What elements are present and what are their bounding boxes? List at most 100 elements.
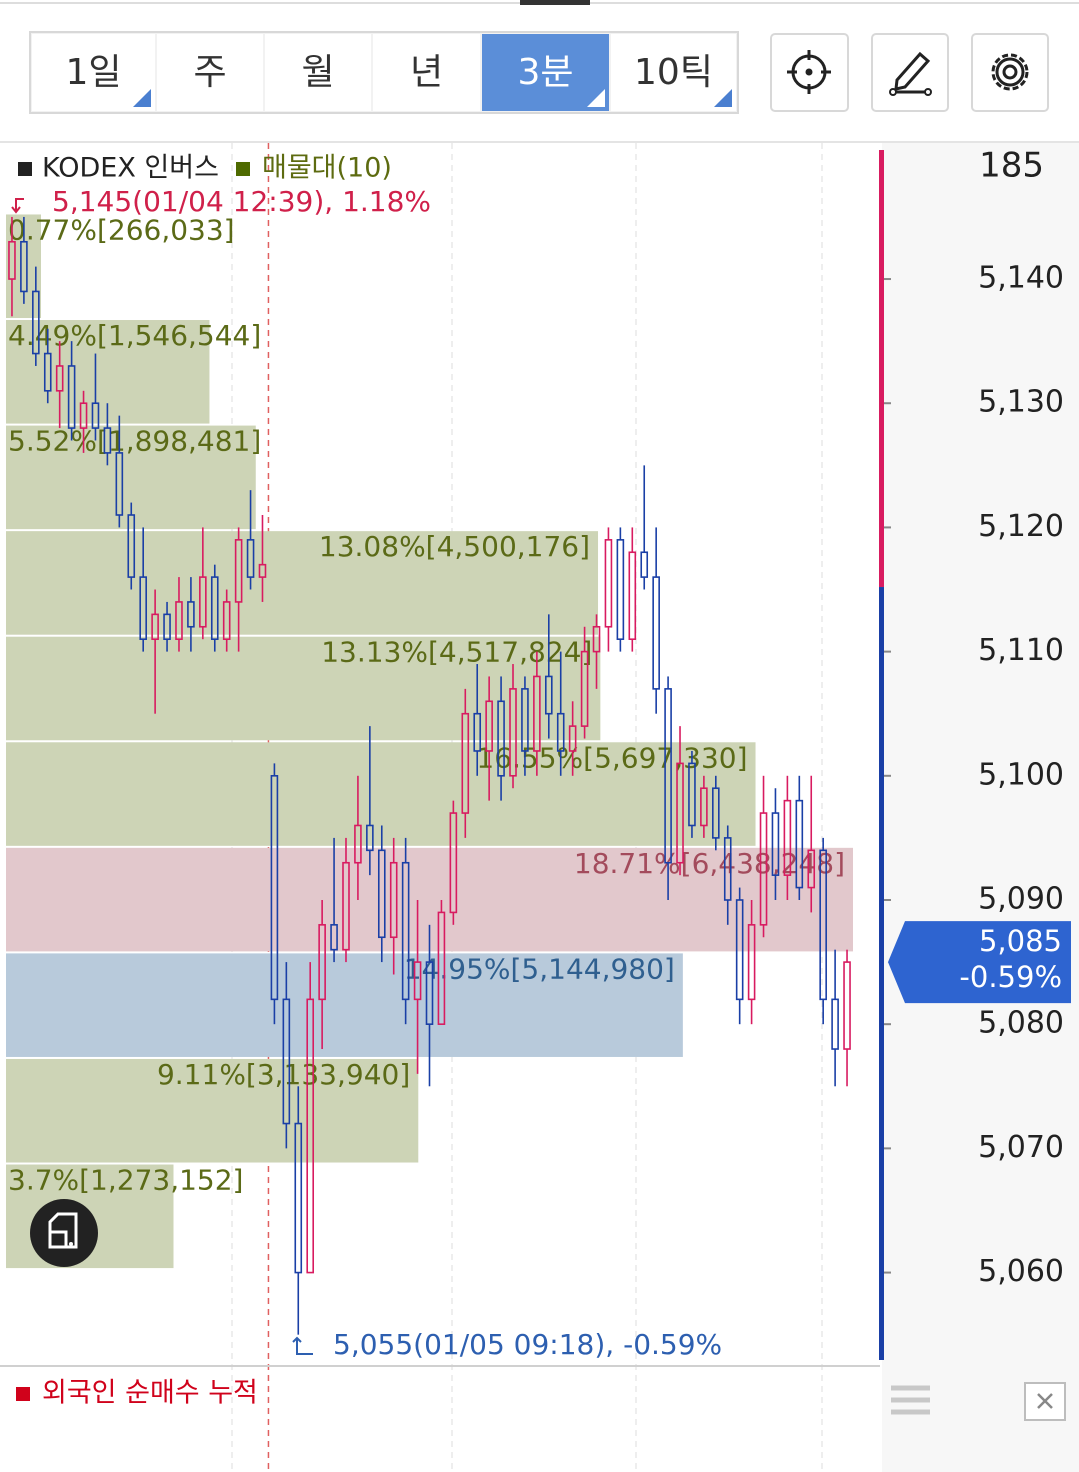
tab-background <box>373 34 480 111</box>
candle-body <box>8 240 16 280</box>
candle-body <box>712 787 720 839</box>
candle-body <box>127 514 136 578</box>
y-tick-label: 5,140 <box>978 261 1064 296</box>
profile-bar <box>6 531 599 635</box>
candle-body <box>616 539 625 640</box>
button-frame <box>871 33 949 112</box>
candle-body <box>389 861 398 939</box>
candle-body <box>151 613 159 640</box>
candle-body <box>664 688 672 864</box>
icon <box>805 68 813 76</box>
profile-bar <box>6 742 756 846</box>
icon <box>48 1212 78 1249</box>
profile-label: 13.08%[4,500,176] <box>319 530 590 563</box>
profile-bar <box>6 953 683 1057</box>
candle-body <box>819 849 827 1001</box>
candle-body <box>628 551 637 640</box>
candle-body <box>497 700 505 777</box>
candle-body <box>843 961 851 1050</box>
price-axis-area <box>882 143 1079 1472</box>
tab[interactable]: 월 <box>265 34 371 111</box>
candle-body <box>103 427 112 454</box>
candle-body <box>401 861 410 1001</box>
candle-body <box>354 824 362 864</box>
candle-body <box>425 961 434 1025</box>
crosshair-button[interactable] <box>770 33 849 112</box>
candle-body <box>509 688 517 777</box>
candle-body <box>115 452 124 516</box>
tab[interactable]: 10틱 <box>611 34 736 111</box>
candle-body <box>139 576 147 640</box>
candle-body <box>640 551 649 578</box>
close-panel-button[interactable] <box>1024 1382 1066 1421</box>
icon <box>1002 64 1018 80</box>
candle-body <box>366 824 374 852</box>
low-annotation: 5,055(01/05 09:18), -0.59% <box>333 1328 722 1361</box>
candle-body <box>306 998 315 1274</box>
current-price-tag <box>888 921 1071 1004</box>
candle-body <box>688 762 696 827</box>
candle-body <box>318 924 326 1001</box>
candle-body <box>676 762 684 864</box>
settings-button[interactable] <box>971 33 1049 112</box>
candle-body <box>604 539 613 628</box>
icon <box>787 50 831 94</box>
y-tick-label: 5,120 <box>978 509 1064 544</box>
candle-body <box>294 1122 303 1274</box>
tab-background <box>611 34 736 111</box>
axis-bar-down <box>879 587 884 1360</box>
candle-body <box>199 576 207 628</box>
candle-body <box>330 924 338 951</box>
candle-body <box>759 812 768 926</box>
y-tick-label: 5,130 <box>978 385 1064 420</box>
profile-label: 18.71%[6,438,248] <box>574 847 845 880</box>
axis-top-label: 185 <box>979 146 1044 186</box>
candle-body <box>234 539 243 603</box>
icon <box>889 88 897 96</box>
button-frame <box>971 33 1049 112</box>
profile-label: 16.55%[5,697,330] <box>476 741 747 774</box>
tab-background <box>157 34 263 111</box>
tab-label: 3분 <box>517 52 573 93</box>
candle-body <box>580 650 589 727</box>
icon <box>69 1242 73 1246</box>
floating-button[interactable] <box>30 1199 98 1267</box>
candle-body <box>485 700 493 752</box>
draw-button[interactable] <box>871 33 949 112</box>
candle-body <box>210 576 219 640</box>
y-tick-label: 5,060 <box>978 1254 1064 1289</box>
profile-label: 3.7%[1,273,152] <box>8 1164 243 1197</box>
tab-background <box>482 34 609 111</box>
candle-body <box>568 725 577 752</box>
panel-menu[interactable] <box>891 1385 930 1415</box>
y-tick-label: 5,100 <box>978 757 1064 792</box>
candle-body <box>723 837 732 901</box>
tab[interactable]: 1일 <box>32 34 155 111</box>
icon <box>924 88 932 96</box>
candle-body <box>795 799 804 889</box>
candle-body <box>91 402 100 429</box>
candle-body <box>270 775 279 1001</box>
candle-body <box>544 675 553 715</box>
candle-body <box>342 861 350 951</box>
candle-body <box>831 998 839 1050</box>
candle-body <box>32 290 40 355</box>
profile-label: 0.77%[266,033] <box>8 213 235 246</box>
candle-body <box>747 924 756 1001</box>
icon <box>1037 1393 1053 1409</box>
tab[interactable]: 년 <box>373 34 480 111</box>
dropdown-indicator <box>714 89 732 107</box>
icon <box>894 51 931 91</box>
tab-label: 1일 <box>65 52 121 93</box>
tab[interactable]: 3분 <box>482 34 609 111</box>
page-indicator <box>520 0 590 5</box>
high-annotation: 5,145(01/04 12:39), 1.18% <box>52 185 431 218</box>
candle-body <box>222 601 231 640</box>
candle-body <box>258 563 267 578</box>
candle-body <box>652 576 660 690</box>
tab[interactable]: 주 <box>157 34 263 111</box>
candle-body <box>413 961 422 1001</box>
y-tick-label: 5,080 <box>978 1006 1064 1041</box>
price-axis: 5,060 5,070 5,080 5,090 5,100 5,110 5,120 5,130… <box>879 146 1071 1360</box>
candle-body <box>473 712 482 752</box>
